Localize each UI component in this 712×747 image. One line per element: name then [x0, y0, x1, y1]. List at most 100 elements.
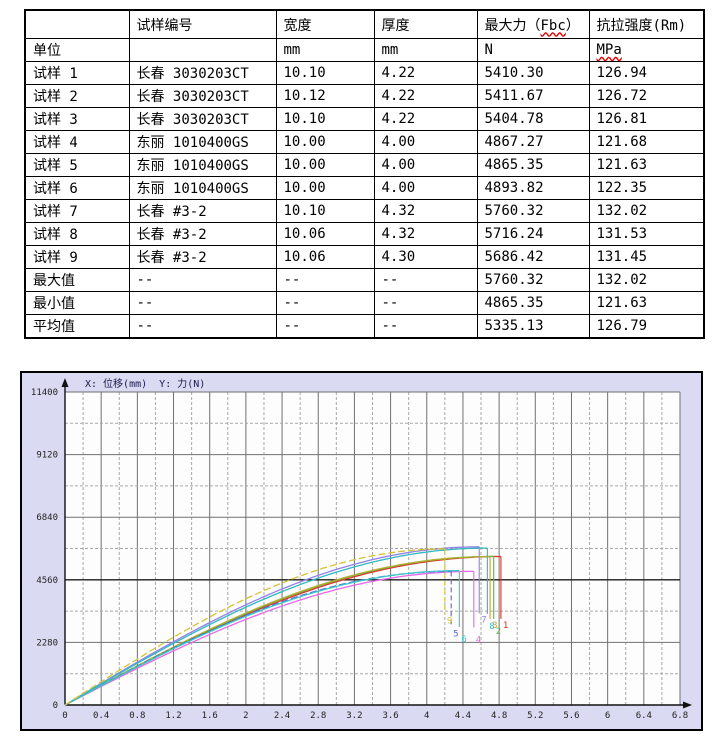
series-break-label: 7	[481, 615, 486, 625]
table-cell: 5404.78	[476, 107, 590, 131]
table-cell: 4.22	[373, 61, 478, 85]
table-cell: --	[373, 268, 478, 292]
table-cell: 试样 1	[24, 61, 130, 85]
y-tick-label: 6840	[36, 513, 58, 523]
table-cell: --	[275, 268, 375, 292]
specimen-curve	[64, 547, 488, 706]
table-cell: 121.63	[588, 291, 705, 315]
table-row: 试样 2 长春 3030203CT 10.12 4.22 5411.67 126.72	[24, 84, 705, 108]
table-cell: --	[128, 314, 277, 339]
x-tick-label: 6	[605, 711, 610, 721]
table-row: 平均值 -- -- -- 5335.13 126.79	[24, 314, 705, 339]
x-tick-label: 5.6	[563, 711, 579, 721]
x-tick-label: 2	[243, 711, 248, 721]
x-tick-label: 6.4	[636, 711, 652, 721]
table-cell: 4893.82	[476, 176, 590, 200]
table-cell: 4.22	[373, 84, 478, 108]
chart-axis-legend: X: 位移(mm) Y: 力(N)	[85, 379, 206, 390]
table-cell: 4.00	[373, 176, 478, 200]
table-cell: 4.22	[373, 107, 478, 131]
table-cell: 10.10	[275, 199, 375, 223]
table-cell: 5411.67	[476, 84, 590, 108]
table-cell: 试样 4	[24, 130, 130, 154]
specimen-curve	[64, 546, 480, 706]
table-cell: 126.79	[588, 314, 705, 339]
series-break-label: 6	[461, 635, 466, 645]
column-header-cell: 厚度	[373, 9, 478, 39]
x-tick-label: 4	[424, 711, 429, 721]
x-tick-label: 6.8	[672, 711, 688, 721]
table-row: 试样 8 长春 #3-2 10.06 4.32 5716.24 131.53	[24, 222, 705, 246]
column-header-cell	[24, 9, 130, 39]
table-cell: 试样 8	[24, 222, 130, 246]
table-cell: 5760.32	[476, 268, 590, 292]
table-cell: 长春 #3-2	[128, 199, 277, 223]
y-tick-label: 4560	[36, 576, 58, 586]
table-cell: --	[275, 291, 375, 315]
x-tick-label: 0.8	[129, 711, 145, 721]
table-cell: 4.30	[373, 245, 478, 269]
table-cell: 东丽 1010400GS	[128, 176, 277, 200]
x-tick-label: 5.2	[527, 711, 543, 721]
table-cell: MPa	[588, 38, 705, 62]
table-cell: 122.35	[588, 176, 705, 200]
table-cell: 5335.13	[476, 314, 590, 339]
table-cell: 试样 5	[24, 153, 130, 177]
column-header-cell: 宽度	[275, 9, 375, 39]
table-cell: 最小值	[24, 291, 130, 315]
x-tick-label: 2.8	[310, 711, 326, 721]
table-cell: 10.00	[275, 153, 375, 177]
table-cell: --	[373, 291, 478, 315]
table-cell: 5716.24	[476, 222, 590, 246]
spellcheck-word: Fbc	[540, 17, 566, 34]
table-cell: --	[373, 314, 478, 339]
force-displacement-chart: 0 2280 4560 6840 9120 11400 0 0.4 0.8 1.2 1.6 2 2.4 2…	[20, 371, 703, 731]
x-tick-label: 3.6	[382, 711, 398, 721]
table-row: 最大值 -- -- -- 5760.32 132.02	[24, 268, 705, 292]
table-cell: 126.81	[588, 107, 705, 131]
table-cell: 126.72	[588, 84, 705, 108]
table-cell: --	[275, 314, 375, 339]
series-break-label: 9	[447, 616, 452, 626]
table-cell: 4.00	[373, 153, 478, 177]
x-tick-label: 1.2	[165, 711, 181, 721]
table-cell: 121.68	[588, 130, 705, 154]
table-cell: 10.06	[275, 245, 375, 269]
table-cell: 4.32	[373, 222, 478, 246]
column-header-cell: 抗拉强度(Rm)	[588, 9, 705, 39]
table-cell: 试样 3	[24, 107, 130, 131]
specimen-curve	[64, 548, 445, 706]
y-tick-label: 2280	[36, 638, 58, 648]
table-cell: 长春 3030203CT	[128, 107, 277, 131]
table-cell: 131.53	[588, 222, 705, 246]
table-cell: 试样 7	[24, 199, 130, 223]
table-row: 试样 3 长春 3030203CT 10.10 4.22 5404.78 126.81	[24, 107, 705, 131]
table-cell: 4.00	[373, 130, 478, 154]
table-cell: 10.10	[275, 107, 375, 131]
table-cell: --	[128, 291, 277, 315]
table-row: 最小值 -- -- -- 4865.35 121.63	[24, 291, 705, 315]
table-cell: 4.32	[373, 199, 478, 223]
table-row: 试样 7 长春 #3-2 10.10 4.32 5760.32 132.02	[24, 199, 705, 223]
series-break-label: 5	[453, 630, 458, 640]
table-cell: 5410.30	[476, 61, 590, 85]
y-axis-arrow-icon	[61, 378, 69, 387]
table-row: 试样 6 东丽 1010400GS 10.00 4.00 4893.82 122.35	[24, 176, 705, 200]
x-tick-label: 3.2	[346, 711, 362, 721]
table-cell: 131.45	[588, 245, 705, 269]
column-header-cell: 最大力（Fbc）	[476, 9, 590, 39]
y-tick-label: 11400	[31, 388, 58, 398]
table-cell: 单位	[24, 38, 130, 62]
table-cell: 10.10	[275, 61, 375, 85]
x-tick-label: 4.8	[491, 711, 507, 721]
table-cell: 长春 #3-2	[128, 245, 277, 269]
y-tick-label: 9120	[36, 451, 58, 461]
table-cell: 4867.27	[476, 130, 590, 154]
table-cell: 126.94	[588, 61, 705, 85]
x-tick-label: 0	[62, 711, 67, 721]
table-cell: 试样 9	[24, 245, 130, 269]
x-tick-label: 1.6	[202, 711, 218, 721]
table-cell: N	[476, 38, 590, 62]
table-cell: 长春 #3-2	[128, 222, 277, 246]
table-row: 试样 5 东丽 1010400GS 10.00 4.00 4865.35 121.63	[24, 153, 705, 177]
